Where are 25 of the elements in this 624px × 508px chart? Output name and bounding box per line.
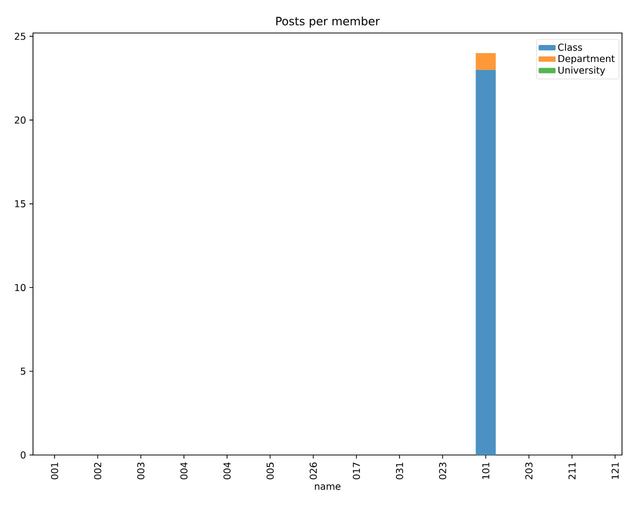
x-tick-label: 004 [223, 462, 231, 480]
chart-title: Posts per member [276, 16, 380, 28]
x-tick-label: 026 [310, 462, 317, 480]
y-tick-label: 15 [15, 200, 26, 208]
x-tick-label: 017 [352, 462, 360, 480]
x-tick-label: 121 [612, 462, 619, 479]
x-tick-label: 001 [50, 462, 58, 480]
x-tick-label: 101 [482, 462, 490, 479]
y-tick-label: 0 [20, 451, 26, 459]
legend-label: Department [558, 55, 615, 64]
x-tick-label: 004 [180, 462, 188, 480]
legend-label: University [558, 66, 606, 76]
x-tick-label: 031 [396, 462, 404, 480]
x-tick-label: 203 [525, 462, 532, 480]
x-tick-label: 002 [94, 462, 102, 480]
x-tick-label: 211 [568, 462, 576, 480]
x-axis-title: name [314, 484, 340, 490]
legend-label: Class [558, 44, 582, 51]
x-tick-label: 003 [137, 462, 144, 480]
y-tick-label: 25 [14, 32, 26, 40]
y-tick-label: 5 [20, 368, 26, 375]
y-tick-label: 10 [15, 284, 26, 292]
x-tick-label: 005 [266, 462, 274, 480]
y-tick-label: 20 [14, 116, 26, 124]
x-tick-label: 023 [439, 462, 446, 480]
